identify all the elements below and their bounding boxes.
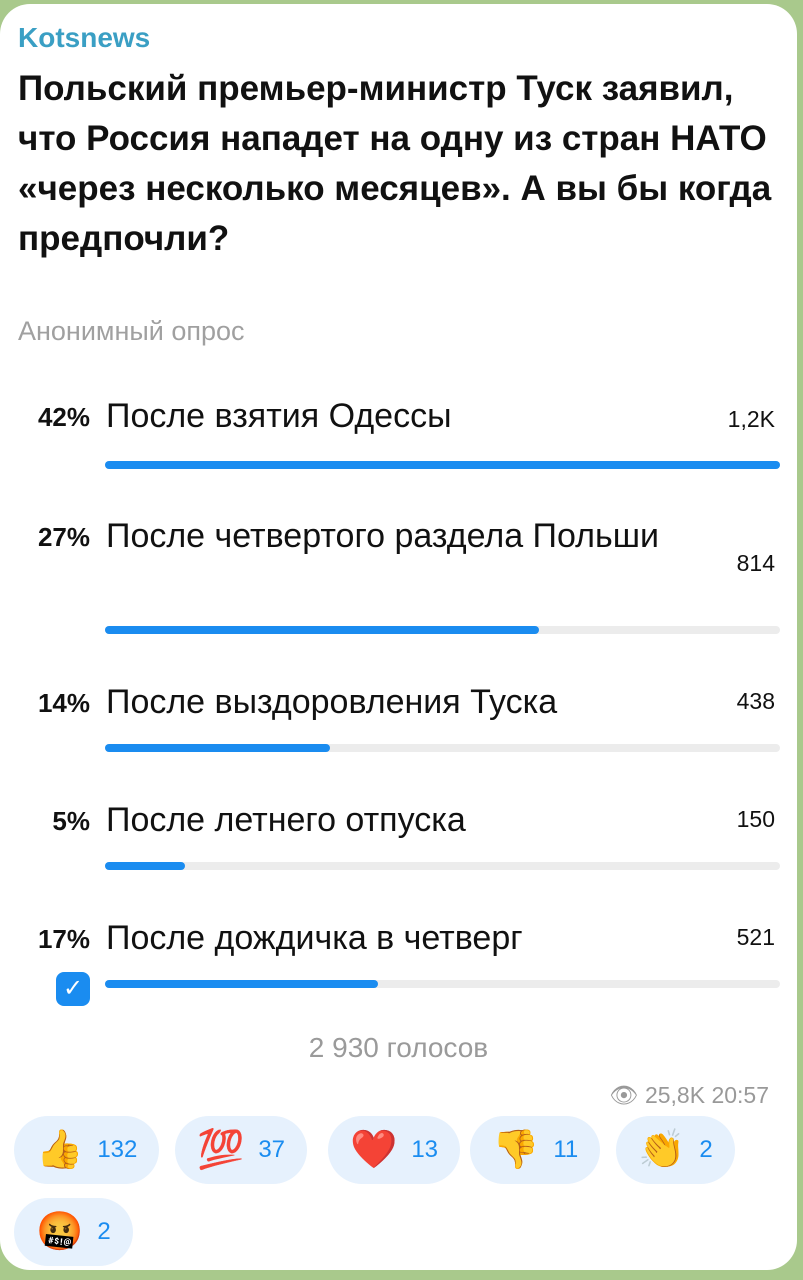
- option-bar-fill: [105, 626, 539, 634]
- heart-icon: ❤️: [350, 1129, 398, 1171]
- channel-name[interactable]: Kotsnews: [18, 22, 151, 53]
- option-percent: 14%: [37, 688, 90, 718]
- option-count: 150: [736, 806, 775, 832]
- total-votes[interactable]: 2 930 голосов: [308, 1032, 489, 1063]
- reaction-cursing[interactable]: 🤬 2: [14, 1198, 133, 1266]
- message-bubble: Kotsnews Польский премьер-министр Туск з…: [0, 4, 797, 1270]
- option-bar: [105, 626, 780, 634]
- option-percent: 17%: [37, 924, 90, 954]
- option-count: 438: [736, 688, 775, 714]
- clapping-hands-icon: 👏: [638, 1129, 686, 1171]
- reaction-count: 2: [699, 1136, 713, 1163]
- thumbs-up-icon: 👍: [36, 1129, 84, 1171]
- hundred-points-icon: 💯: [197, 1129, 245, 1171]
- reaction-thumbs-down[interactable]: 👎 11: [470, 1116, 601, 1184]
- option-count: 1,2K: [727, 406, 775, 432]
- option-bar: [105, 980, 780, 988]
- reaction-count: 11: [553, 1136, 579, 1163]
- poll-question: Польский премьер-министр Туск заявил, чт…: [18, 69, 772, 258]
- option-label: После летнего отпуска: [106, 801, 466, 839]
- option-percent: 27%: [37, 522, 90, 552]
- option-label: После взятия Одессы: [106, 397, 452, 435]
- option-label: После дождичка в четверг: [106, 919, 523, 957]
- message-meta: 👁 25,8K 20:57: [609, 1082, 769, 1109]
- checkmark-icon: ✓: [56, 972, 90, 1006]
- message-time: 20:57: [711, 1082, 769, 1108]
- reaction-count: 37: [258, 1136, 286, 1163]
- option-bar-fill: [105, 461, 780, 469]
- reaction-clap[interactable]: 👏 2: [616, 1116, 735, 1184]
- reaction-count: 13: [411, 1136, 439, 1163]
- cursing-face-icon: 🤬: [36, 1211, 84, 1253]
- reaction-hundred[interactable]: 💯 37: [175, 1116, 308, 1184]
- reaction-count: 2: [97, 1218, 111, 1245]
- option-percent: 42%: [37, 402, 90, 432]
- option-bar-fill: [105, 980, 379, 988]
- option-percent: 5%: [52, 806, 90, 836]
- eye-icon: 👁: [609, 1082, 639, 1108]
- option-bar-fill: [105, 744, 330, 752]
- reaction-heart[interactable]: ❤️ 13: [328, 1116, 461, 1184]
- option-bar: [105, 862, 780, 870]
- option-bar: [105, 461, 780, 469]
- view-count: 25,8K: [644, 1082, 706, 1108]
- thumbs-down-icon: 👎: [492, 1129, 540, 1171]
- poll-type: Анонимный опрос: [18, 316, 245, 346]
- option-count: 814: [736, 550, 775, 576]
- option-count: 521: [736, 924, 775, 950]
- option-label: После выздоровления Туска: [106, 683, 558, 721]
- option-bar-fill: [105, 862, 186, 870]
- option-bar: [105, 744, 780, 752]
- reaction-thumbs-up[interactable]: 👍 132: [14, 1116, 160, 1184]
- reaction-count: 132: [97, 1136, 138, 1163]
- option-label: После четвертого раздела Польши: [106, 517, 659, 555]
